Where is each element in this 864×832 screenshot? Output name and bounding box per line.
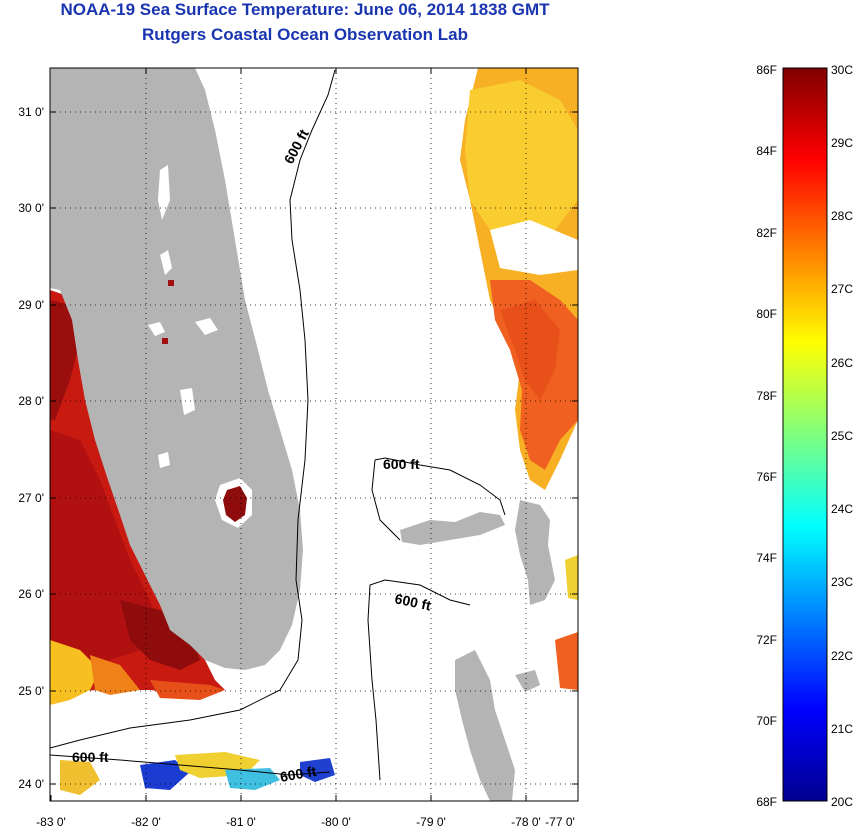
lon-label: -78 0' xyxy=(511,815,541,829)
lat-label: 25 0' xyxy=(18,684,44,698)
map-frame xyxy=(49,67,579,802)
axis-ticks xyxy=(50,68,578,801)
lat-label: 26 0' xyxy=(18,587,44,601)
colorbar xyxy=(782,67,828,802)
andros-land xyxy=(455,650,515,801)
colorbar-c-label: 21C xyxy=(831,722,853,736)
lat-label: 24 0' xyxy=(18,777,44,791)
lat-label: 29 0' xyxy=(18,298,44,312)
colorbar-f-label: 70F xyxy=(756,714,777,728)
lat-label: 27 0' xyxy=(18,491,44,505)
contour-label: 600 ft xyxy=(72,749,109,765)
graticule xyxy=(50,68,578,801)
map-area xyxy=(50,68,578,801)
map-subtitle: Rutgers Coastal Ocean Observation Lab xyxy=(142,25,468,44)
colorbar-c-label: 25C xyxy=(831,429,853,443)
colorbar-c-label: 22C xyxy=(831,649,853,663)
contour-label: 600 ft xyxy=(393,590,432,613)
colorbar-c-labels: 30C 29C 28C 27C 26C 25C 24C 23C 22C 21C … xyxy=(831,63,853,809)
map-title: NOAA-19 Sea Surface Temperature: June 06… xyxy=(60,0,550,19)
colorbar-f-label: 86F xyxy=(756,63,777,77)
lon-label: -79 0' xyxy=(416,815,446,829)
lon-label: -81 0' xyxy=(226,815,256,829)
lat-label: 30 0' xyxy=(18,201,44,215)
colorbar-f-label: 76F xyxy=(756,470,777,484)
contour-label: 600 ft xyxy=(383,456,420,472)
colorbar-c-label: 20C xyxy=(831,795,853,809)
colorbar-f-label: 82F xyxy=(756,226,777,240)
colorbar-f-labels: 86F 84F 82F 80F 78F 76F 74F 72F 70F 68F xyxy=(756,63,777,809)
grand-bahama-land xyxy=(400,512,505,545)
lon-label: -80 0' xyxy=(321,815,351,829)
colorbar-f-label: 72F xyxy=(756,633,777,647)
isobath-contours xyxy=(50,69,506,781)
colorbar-f-label: 74F xyxy=(756,551,777,565)
lat-label: 28 0' xyxy=(18,394,44,408)
abaco-land xyxy=(515,500,555,605)
colorbar-c-label: 27C xyxy=(831,282,853,296)
colorbar-c-label: 30C xyxy=(831,63,853,77)
colorbar-f-label: 78F xyxy=(756,389,777,403)
colorbar-c-label: 23C xyxy=(831,575,853,589)
colorbar-f-label: 80F xyxy=(756,307,777,321)
colorbar-f-label: 68F xyxy=(756,795,777,809)
lon-label: -77 0' xyxy=(545,815,575,829)
lon-label: -82 0' xyxy=(131,815,161,829)
contour-label: 600 ft xyxy=(279,763,318,785)
colorbar-c-label: 26C xyxy=(831,356,853,370)
colorbar-c-label: 28C xyxy=(831,209,853,223)
colorbar-c-label: 29C xyxy=(831,136,853,150)
lon-label: -83 0' xyxy=(36,815,66,829)
lat-label: 31 0' xyxy=(18,105,44,119)
colorbar-f-label: 84F xyxy=(756,144,777,158)
colorbar-c-label: 24C xyxy=(831,502,853,516)
